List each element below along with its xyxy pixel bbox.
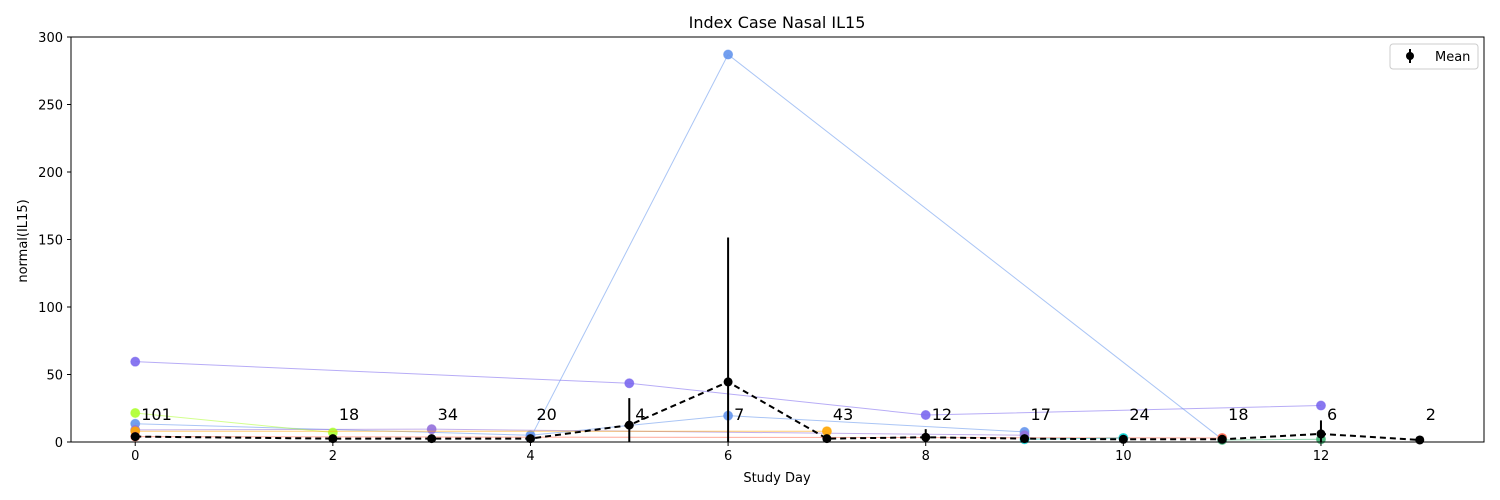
count-label-11: 6: [1327, 405, 1337, 424]
series-point-3-1: [426, 424, 437, 435]
plot-frame: [70, 36, 1485, 443]
mean-point-8: [1020, 434, 1030, 444]
count-label-1: 18: [339, 405, 359, 424]
series-point-0-1: [624, 378, 635, 389]
count-label-4: 4: [635, 405, 645, 424]
count-label-8: 17: [1031, 405, 1051, 424]
y-tick-label-3: 150: [38, 234, 63, 249]
count-layer: 101 18 34 20 4 7 43 12 17 24 18 6 2: [141, 405, 1436, 424]
x-tick-label-6: 12: [1313, 449, 1330, 464]
series-line-0: [135, 361, 1321, 416]
y-tick-label-0: 0: [55, 436, 63, 451]
mean-point-4: [624, 420, 634, 430]
series-point-0-0: [130, 356, 141, 367]
count-label-5: 7: [734, 405, 744, 424]
x-tick-label-0: 0: [131, 449, 139, 464]
mean-point-12: [1415, 435, 1425, 445]
x-axis-label: Study Day: [743, 471, 811, 486]
count-label-9: 24: [1129, 405, 1149, 424]
series-line-4: [135, 412, 333, 434]
y-tick-label-4: 200: [38, 166, 63, 181]
y-tick-label-5: 250: [38, 99, 63, 114]
count-label-2: 34: [438, 405, 458, 424]
series-line-8: [1222, 438, 1321, 441]
count-label-7: 12: [932, 405, 952, 424]
count-label-12: 2: [1426, 405, 1436, 424]
x-tick-label-3: 6: [724, 449, 732, 464]
count-label-0: 101: [141, 405, 172, 424]
x-tick-label-5: 10: [1115, 449, 1132, 464]
mean-point-0: [130, 432, 140, 442]
legend-mean-marker: [1406, 52, 1414, 60]
mean-point-1: [328, 434, 338, 444]
y-tick-label-2: 100: [38, 301, 63, 316]
legend-box: [1389, 43, 1479, 70]
count-label-6: 43: [833, 405, 853, 424]
chart-title: Index Case Nasal IL15: [689, 13, 866, 32]
mean-point-7: [921, 432, 931, 442]
y-tick-label-6: 300: [38, 31, 63, 46]
series-line-1: [530, 53, 1223, 440]
mean-point-2: [427, 434, 437, 444]
x-tick-label-4: 8: [922, 449, 930, 464]
y-tick-label-1: 50: [46, 369, 63, 384]
x-tick-label-1: 2: [329, 449, 337, 464]
mean-point-5: [723, 377, 733, 387]
mean-point-11: [1316, 429, 1326, 439]
mean-point-6: [822, 434, 832, 444]
x-tick-label-2: 4: [526, 449, 534, 464]
series-point-1-1: [723, 49, 734, 60]
count-label-3: 20: [536, 405, 556, 424]
legend-mean-label: Mean: [1435, 50, 1470, 65]
legend: Mean: [1389, 43, 1479, 70]
series-point-0-2: [920, 410, 931, 420]
mean-point-3: [525, 434, 535, 444]
series-line-6: [135, 436, 1223, 439]
count-label-10: 18: [1228, 405, 1248, 424]
y-axis-label: normal(IL15): [16, 199, 31, 282]
series-point-4-0: [130, 407, 141, 418]
series-point-0-3: [1315, 400, 1326, 411]
